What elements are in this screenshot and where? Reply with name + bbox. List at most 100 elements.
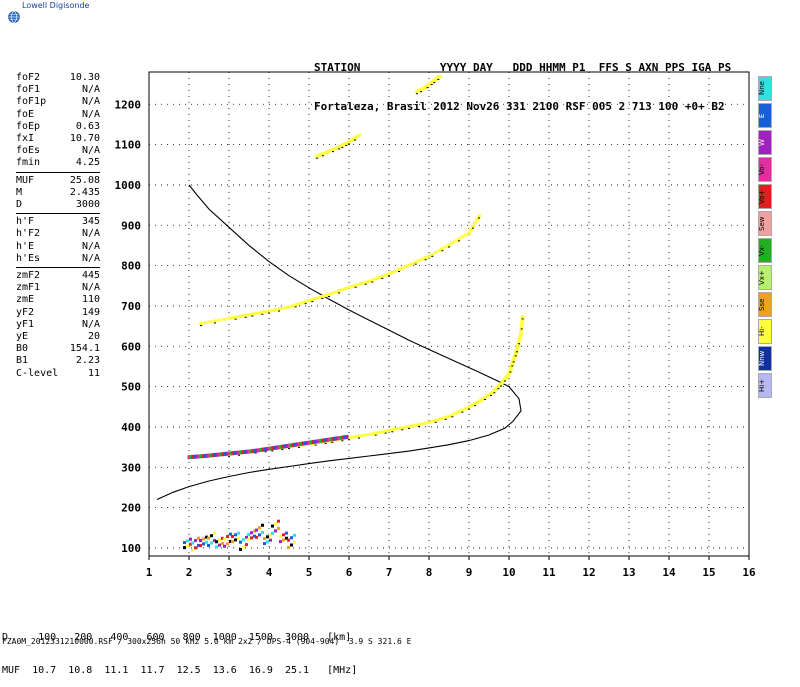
clutter-point [221, 541, 224, 545]
echo-point [213, 452, 217, 457]
clutter-point [242, 545, 245, 549]
echo-point [269, 446, 273, 451]
trace-point-edge [364, 283, 367, 285]
clutter-point [202, 537, 205, 541]
data-marks [156, 75, 525, 552]
trace-point-edge [504, 380, 506, 382]
trace-point [343, 286, 348, 290]
trace-point [327, 293, 331, 297]
trace-point [213, 319, 217, 323]
globe-icon [8, 11, 20, 23]
trace-point [437, 249, 441, 253]
trace-point [500, 380, 505, 384]
trace-point-edge [401, 429, 404, 431]
echo-point [225, 451, 229, 456]
file-info: FZA0M_2012331210000.RSF / 300x256h 50 kH… [2, 637, 412, 646]
echo-point [319, 438, 323, 443]
trace-point [313, 297, 318, 301]
echo-point [293, 442, 297, 447]
trace-point-edge [426, 87, 429, 89]
param-row: h'F 345 [16, 216, 100, 228]
trace-point [247, 313, 251, 317]
trace-point-edge [468, 408, 470, 410]
clutter-point [210, 534, 213, 538]
param-value: 110 [81, 294, 100, 306]
echo-point [281, 444, 285, 449]
echo-point [241, 450, 245, 455]
param-value: 0.63 [75, 120, 100, 132]
trace-point [240, 314, 245, 318]
trace-point-edge [348, 143, 350, 145]
legend-swatch: Sse [758, 292, 772, 317]
trace-point [297, 302, 301, 306]
trace-point [380, 274, 385, 278]
param-name: B1 [16, 355, 29, 367]
legend-label: Hi- [758, 326, 766, 337]
trace-point [430, 419, 435, 423]
trace-point [400, 426, 405, 430]
clutter-point [261, 523, 264, 527]
ionogram-chart: 1 2 3 4 5 6 7 8 9 10 11 12 13 14 15 1610020030040050060… [115, 71, 756, 579]
trace-point [273, 308, 278, 312]
trace-point-edge [461, 411, 464, 413]
trace-point [363, 280, 368, 284]
clutter-point [277, 519, 280, 523]
trace-point [350, 284, 355, 288]
trace-point-edge [316, 157, 318, 159]
param-name: h'F2 [16, 228, 41, 240]
clutter-point [271, 524, 274, 528]
trace-point [499, 382, 503, 386]
trace-point [516, 342, 521, 346]
x-tick-label: 12 [582, 566, 595, 579]
trace-point [517, 340, 521, 344]
trace-point-edge [388, 275, 390, 277]
param-row: B1 2.23 [16, 355, 100, 367]
trace-point [447, 414, 451, 418]
trace-point-edge [444, 418, 447, 420]
param-name: h'F [16, 216, 35, 228]
trace-point [393, 427, 398, 431]
trace-point [467, 231, 471, 235]
param-row: D 3000 [16, 199, 100, 211]
clutter-point [250, 536, 253, 540]
trace-point-edge [338, 148, 340, 150]
trace-point-edge [278, 310, 280, 312]
param-name: fmin [16, 157, 41, 169]
legend-label: Nnw [758, 350, 766, 367]
param-name: C-level [16, 367, 59, 379]
clutter-point [223, 544, 226, 548]
clutter-point [293, 541, 296, 545]
clutter-point [202, 542, 205, 546]
trace-point [357, 282, 361, 286]
legend-label: Sew [758, 216, 766, 231]
trace-point [463, 407, 468, 411]
trace-point [280, 306, 285, 310]
trace-point [333, 290, 338, 294]
x-tick-label: 4 [266, 566, 273, 579]
trace-point [512, 356, 517, 360]
param-name: foF2 [16, 72, 41, 83]
echo-point [321, 438, 325, 443]
clutter-point [229, 539, 232, 543]
echo-point [285, 443, 289, 448]
clutter-point [245, 543, 248, 547]
trace-point-edge [493, 392, 496, 394]
header-line-values: Fortaleza, Brasil 2012 Nov26 331 2100 RS… [314, 100, 725, 113]
param-name: yF1 [16, 318, 35, 330]
trace-point-edge [268, 312, 270, 314]
param-value: 11 [87, 367, 100, 379]
param-row: MUF 25.08 [16, 175, 100, 187]
echo-point [191, 454, 195, 459]
trace-point-edge [431, 255, 434, 257]
x-tick-label: 1 [146, 566, 153, 579]
clutter-point [191, 541, 194, 545]
param-name: D [16, 199, 23, 211]
param-divider [16, 213, 100, 215]
station-header: STATION YYYY DAY DDD HHMM P1 FFS S AXN P… [314, 35, 731, 126]
param-row: foEs N/A [16, 145, 100, 157]
trace-point [227, 316, 231, 320]
param-row: fxI 10.70 [16, 133, 100, 145]
echo-point [203, 453, 207, 458]
clutter-point [242, 538, 245, 542]
echo-point [283, 444, 287, 449]
